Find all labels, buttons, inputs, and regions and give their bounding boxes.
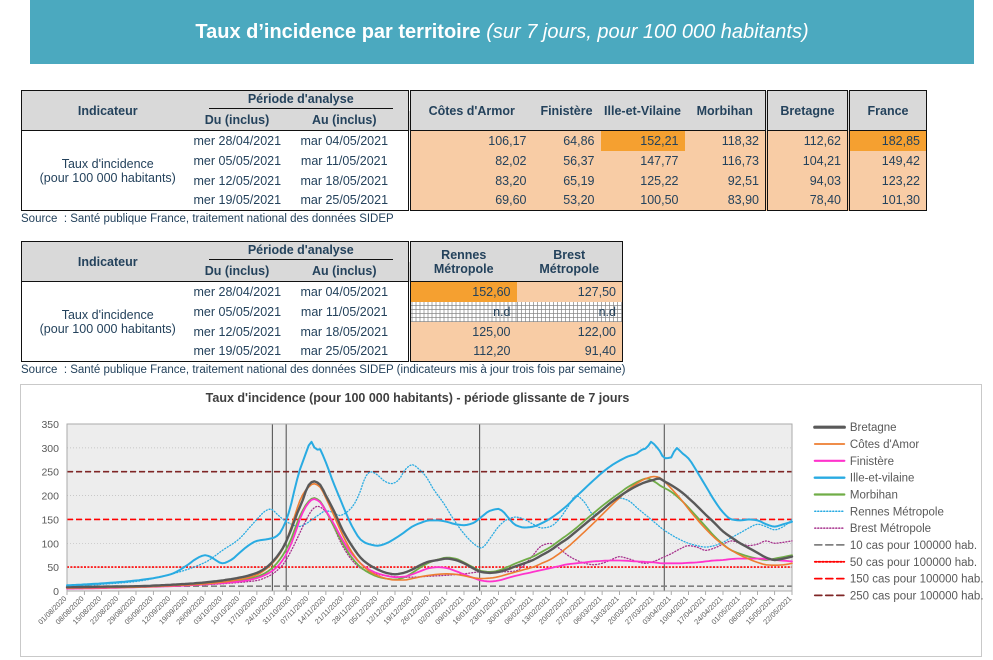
svg-text:150 cas pour 100000 hab.: 150 cas pour 100000 hab. xyxy=(850,574,984,586)
svg-text:Rennes Métropole: Rennes Métropole xyxy=(850,506,944,518)
svg-text:300: 300 xyxy=(41,443,59,455)
svg-text:250: 250 xyxy=(41,467,59,479)
svg-text:Ille-et-vilaine: Ille-et-vilaine xyxy=(850,473,915,485)
svg-text:0: 0 xyxy=(53,586,59,598)
svg-text:Finistère: Finistère xyxy=(850,456,894,468)
svg-text:Côtes d'Amor: Côtes d'Amor xyxy=(850,439,919,451)
svg-text:Brest Métropole: Brest Métropole xyxy=(850,523,931,535)
svg-text:Bretagne: Bretagne xyxy=(850,422,897,434)
svg-text:Morbihan: Morbihan xyxy=(850,490,898,502)
svg-text:50: 50 xyxy=(47,562,59,574)
svg-text:10 cas pour 100000 hab.: 10 cas pour 100000 hab. xyxy=(850,540,977,552)
svg-text:250 cas pour 100000 hab.: 250 cas pour 100000 hab. xyxy=(850,590,984,602)
svg-text:50 cas pour 100000 hab.: 50 cas pour 100000 hab. xyxy=(850,557,977,569)
svg-text:200: 200 xyxy=(41,491,59,503)
svg-text:150: 150 xyxy=(41,514,59,526)
svg-text:100: 100 xyxy=(41,538,59,550)
svg-text:350: 350 xyxy=(41,419,59,431)
